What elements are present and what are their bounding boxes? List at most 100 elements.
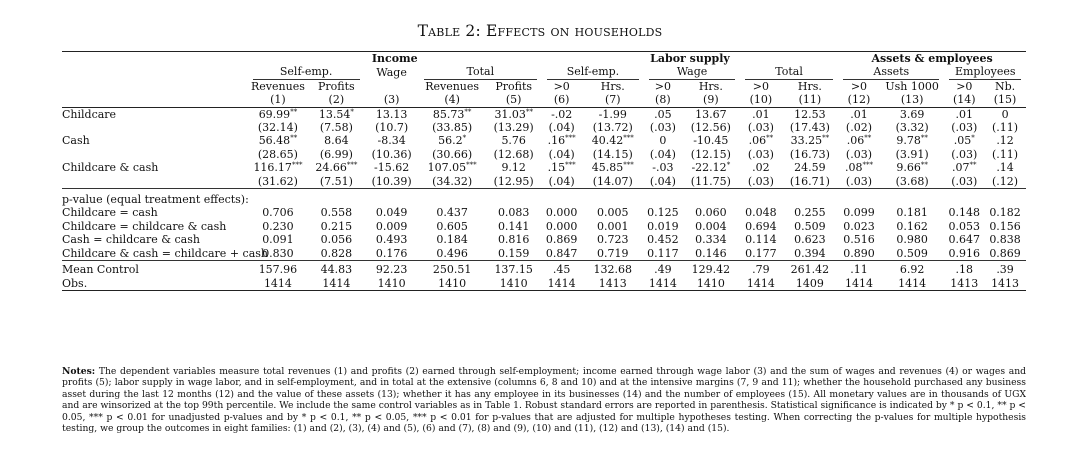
pvalue-cell: 0.869 xyxy=(989,246,1021,260)
pvalue-cell: 0.830 xyxy=(262,246,294,260)
standard-error-cell: (17.43) xyxy=(789,121,830,135)
significance-stars: ** xyxy=(290,134,298,143)
standard-error-row: (31.62) (7.51) (10.39) (34.32) (12.95) (.04) (… xyxy=(62,175,1026,189)
pvalue-cell: 0.114 xyxy=(745,233,777,247)
summary-cell: 1414 xyxy=(247,276,309,291)
pvalue-cell: 0.000 xyxy=(545,219,578,233)
coefficient-cell: .01 xyxy=(838,107,880,121)
coefficient-value: .14 xyxy=(996,161,1014,175)
standard-error-cell: (10.36) xyxy=(371,147,412,161)
coefficient-value: -1.99 xyxy=(598,107,627,121)
standard-error-row: (32.14) (7.58) (10.7) (33.85) (13.29) (.04) (1… xyxy=(62,121,1026,134)
pvalue-cell: 0.117 xyxy=(647,246,679,260)
pvalue-cell: 0.509 xyxy=(896,246,928,260)
header-variable-label: Nb. xyxy=(994,79,1016,93)
significance-stars: ** xyxy=(766,134,774,143)
pvalue-cell: 0.056 xyxy=(320,233,353,247)
coefficient-cell: 12.53 xyxy=(782,107,838,121)
header-variable-label: Hrs. xyxy=(600,79,625,93)
significance-stars: ** xyxy=(525,107,533,116)
column-number: (5) xyxy=(485,93,542,108)
coefficient-cell: 24.66*** xyxy=(308,161,364,174)
coefficient-value: 107.05 xyxy=(427,161,467,175)
pvalue-cell: 0.694 xyxy=(745,219,777,233)
coefficient-cell: 107.05*** xyxy=(419,161,486,174)
pvalue-cell: 0.083 xyxy=(497,206,530,220)
pvalue-cell: 0.816 xyxy=(497,233,530,247)
coefficient-value: .06 xyxy=(748,134,767,148)
coefficient-value: 5.76 xyxy=(501,134,526,148)
header-variable-label: Ush 1000 xyxy=(885,79,939,93)
summary-cell: 129.42 xyxy=(681,260,741,277)
header-variable-label: Revenues xyxy=(425,79,480,93)
pvalue-cell: 0.215 xyxy=(320,219,353,233)
standard-error-cell: (.11) xyxy=(992,121,1019,135)
coefficient-cell: 69.99** xyxy=(248,107,309,121)
pvalue-cell: 0.009 xyxy=(375,219,408,233)
summary-row: Mean Control 157.96 44.83 92.23 250.51 137.15… xyxy=(62,260,1026,277)
pvalue-cell: 0.838 xyxy=(989,233,1021,247)
header-variable-label: >0 xyxy=(553,79,570,93)
pvalue-cell: 0.890 xyxy=(843,246,875,260)
header-subgroup-label: Assets xyxy=(843,65,940,80)
coefficient-cell: 9.12 xyxy=(486,161,542,174)
standard-error-cell: (12.15) xyxy=(690,147,731,161)
pvalue-cell: 0.516 xyxy=(843,233,875,247)
standard-error-cell: (12.68) xyxy=(493,147,534,161)
summary-cell: 1410 xyxy=(364,276,419,291)
column-number: (2) xyxy=(308,93,365,108)
coefficient-cell: 56.2* xyxy=(419,134,486,147)
header-variable-label: >0 xyxy=(956,79,973,93)
pvalue-cell: 0.019 xyxy=(647,219,679,233)
column-number: (3) xyxy=(364,93,419,108)
pvalue-cell: 0.184 xyxy=(436,233,468,247)
summary-cell: 1414 xyxy=(308,276,365,291)
standard-error-cell: (31.62) xyxy=(257,174,298,188)
significance-stars: ** xyxy=(920,161,928,170)
header-variable-label: Profits xyxy=(318,79,355,93)
pvalue-cell: 0.049 xyxy=(375,206,408,220)
coefficient-value: .05 xyxy=(953,134,972,148)
row-label: Childcare xyxy=(62,107,117,121)
coefficient-row: Cash 56.48** 8.64 -8.34 56.2* 5.76.16*** 40.42… xyxy=(62,134,1026,147)
coefficient-cell: -.03 xyxy=(644,161,682,174)
coefficient-value: 13.54 xyxy=(318,107,351,121)
coefficient-cell: -22.12* xyxy=(682,161,740,174)
summary-cell: 132.68 xyxy=(581,260,645,277)
standard-error-cell: (.03) xyxy=(951,174,978,188)
standard-error-cell: (3.91) xyxy=(895,147,929,161)
coefficient-value: 31.03 xyxy=(494,107,526,121)
coefficient-cell: .07** xyxy=(944,161,984,174)
header-variable-label: Profits xyxy=(495,79,533,93)
pvalue-cell: 0.719 xyxy=(597,246,629,260)
pvalue-cell: 0.162 xyxy=(896,219,928,233)
header-subgroup-label: Self-emp. xyxy=(252,65,360,80)
pvalue-row: Childcare = childcare & cash 0.230 0.215 0.… xyxy=(62,220,1026,233)
significance-stars: *** xyxy=(623,161,634,170)
coefficient-value: 24.59 xyxy=(794,161,826,175)
pvalue-cell: 0.146 xyxy=(695,246,727,260)
header-subgroup-label: Wage xyxy=(649,65,736,80)
pvalue-cell: 0.828 xyxy=(320,246,353,260)
coefficient-cell: 8.64 xyxy=(308,134,364,147)
coefficient-cell: 5.76 xyxy=(486,134,542,147)
standard-error-cell: (10.39) xyxy=(371,174,412,188)
coefficient-value: -.02 xyxy=(551,107,573,121)
header-subgroup-label: Employees xyxy=(949,65,1021,80)
pvalue-row: Childcare = cash 0.706 0.558 0.049 0.437 0.08… xyxy=(62,206,1026,219)
header-stub xyxy=(62,93,248,108)
coefficient-value: .16 xyxy=(547,134,566,148)
coefficient-cell: 40.42*** xyxy=(582,134,645,147)
pvalue-cell: 0.177 xyxy=(745,246,777,260)
significance-stars: *** xyxy=(466,161,477,170)
column-number: (6) xyxy=(541,93,582,108)
header-subgroup-row: Self-emp. Wage Total Self-emp. Wage Total Asse… xyxy=(62,65,1026,80)
coefficient-value: 12.53 xyxy=(794,107,826,121)
standard-error-cell: (16.73) xyxy=(789,147,830,161)
summary-cell: 1414 xyxy=(740,276,782,291)
row-label: Cash = childcare & cash xyxy=(62,233,200,247)
standard-error-cell: (13.29) xyxy=(493,121,534,135)
summary-cell: .18 xyxy=(944,260,985,277)
coefficient-cell: .15*** xyxy=(542,161,582,174)
pvalue-cell: 0.048 xyxy=(745,206,777,220)
